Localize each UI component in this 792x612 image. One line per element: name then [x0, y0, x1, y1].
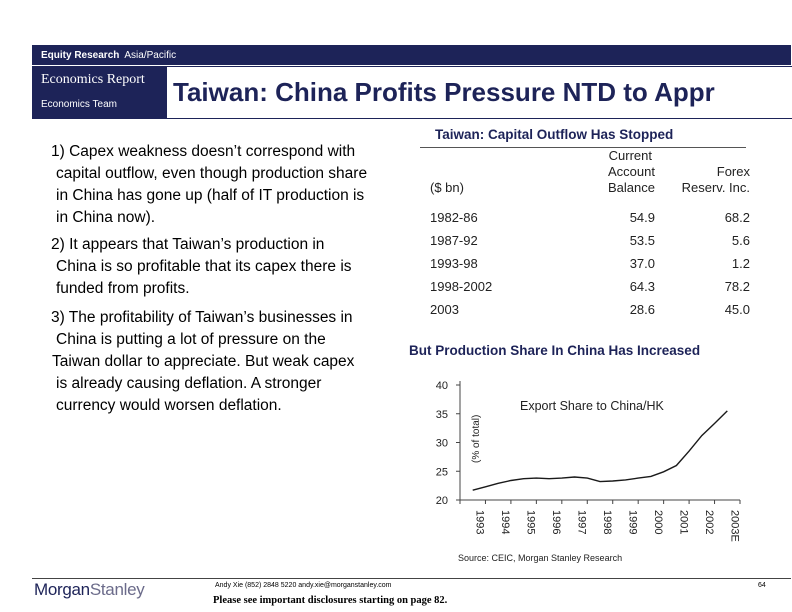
header-top-strip: Equity Research Asia/Pacific: [32, 45, 791, 66]
series-line-export-share: [472, 410, 728, 491]
table-row: 2003 28.6 45.0: [430, 302, 750, 317]
y-tick-label: 35: [436, 409, 448, 421]
morgan-stanley-logo: MorganStanley: [34, 580, 145, 599]
col-current-line3: Balance: [608, 180, 655, 195]
y-tick-label: 40: [436, 380, 448, 392]
y-tick-label: 20: [436, 495, 448, 507]
bullet-2: 2) It appears that Taiwan’s production i…: [51, 236, 352, 297]
col-forex-line2: Reserv. Inc.: [681, 180, 750, 195]
x-tick-label: 1997: [576, 510, 588, 534]
y-tick-label: 30: [436, 438, 448, 450]
table-top-rule: [420, 147, 746, 148]
x-tick-label: 2001: [677, 510, 689, 534]
equity-research-label: Equity Research Asia/Pacific: [41, 50, 177, 61]
team-label: Economics Team: [41, 99, 117, 110]
bullet-1: 1) Capex weakness doesn’t correspond wit…: [51, 143, 368, 226]
title-box: Taiwan: China Profits Pressure NTD to Ap…: [166, 66, 792, 119]
x-tick-label: 1999: [626, 510, 638, 534]
table-row: 1993-98 37.0 1.2: [430, 256, 750, 271]
unit-label: ($ bn): [430, 180, 464, 195]
x-tick-label: 2003E: [728, 510, 740, 542]
table-row: 1982-86 54.9 68.2: [430, 210, 750, 225]
x-tick-label: 1995: [525, 510, 537, 534]
y-axis-label: (% of total): [471, 415, 482, 463]
col-current-line2: Account: [608, 164, 655, 179]
disclosure-link[interactable]: Please see important disclosures startin…: [213, 595, 448, 606]
x-tick-label: 1996: [550, 510, 562, 534]
report-type-label: Economics Report: [41, 72, 145, 87]
bullet-3: 3) The profitability of Taiwan’s busines…: [51, 309, 355, 414]
footer-rule: [32, 578, 791, 579]
col-current-line1: Current: [608, 148, 652, 163]
x-tick-label: 1993: [474, 510, 486, 534]
chart-source: Source: CEIC, Morgan Stanley Research: [458, 553, 622, 563]
x-tick-label: 1994: [499, 510, 511, 534]
author-contact: Andy Xie (852) 2848 5220 andy.xie@morgan…: [215, 582, 392, 589]
capital-table-title: Taiwan: Capital Outflow Has Stopped: [435, 127, 674, 142]
col-forex-line1: Forex: [716, 164, 750, 179]
capital-outflow-table: Current Account Forex ($ bn) Balance Res…: [430, 148, 750, 321]
export-share-chart: 20 25 30 35 40 1993 1994 1995 1996 1997 1998 1999 2…: [436, 380, 741, 563]
page-title: Taiwan: China Profits Pressure NTD to Ap…: [173, 77, 715, 107]
x-tick-label: 2002: [703, 510, 715, 534]
chart-title: Export Share to China/HK: [520, 399, 664, 413]
table-row: 1998-2002 64.3 78.2: [430, 279, 750, 294]
page-number: 64: [758, 582, 766, 589]
production-chart-heading: But Production Share In China Has Increa…: [409, 343, 701, 358]
x-tick-label: 1998: [601, 510, 613, 534]
table-row: 1987-92 53.5 5.6: [430, 233, 750, 248]
x-tick-label: 2000: [652, 510, 664, 534]
y-tick-label: 25: [436, 466, 448, 478]
